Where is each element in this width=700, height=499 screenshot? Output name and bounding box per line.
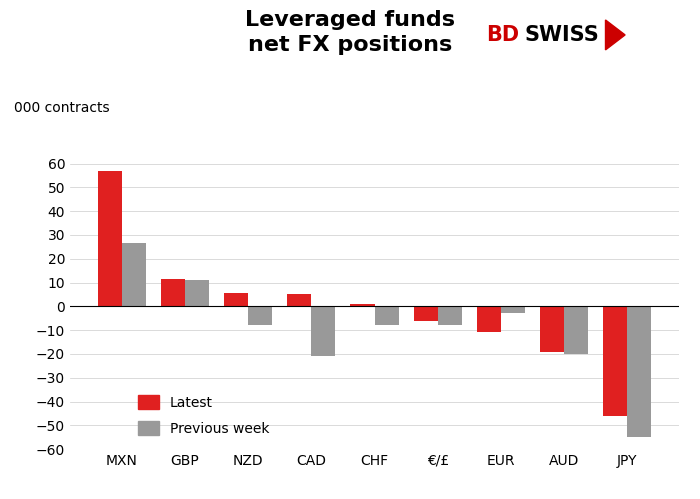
Bar	[224, 293, 248, 306]
Bar	[627, 306, 651, 437]
Bar	[287, 294, 312, 306]
Bar	[414, 306, 438, 320]
Text: SWISS: SWISS	[525, 25, 600, 45]
Bar	[312, 306, 335, 356]
Bar	[438, 306, 462, 325]
Bar	[603, 306, 627, 416]
Bar	[161, 279, 185, 306]
Text: BD: BD	[486, 25, 519, 45]
Bar	[98, 171, 122, 306]
Bar	[122, 243, 146, 306]
Bar	[501, 306, 525, 313]
Bar	[185, 280, 209, 306]
Bar	[351, 304, 374, 306]
Bar	[248, 306, 272, 325]
Bar	[477, 306, 501, 332]
Bar	[540, 306, 564, 351]
Bar	[374, 306, 398, 325]
Bar	[564, 306, 588, 354]
Text: 000 contracts: 000 contracts	[14, 101, 110, 115]
Legend: Latest, Previous week: Latest, Previous week	[138, 395, 270, 436]
Text: Leveraged funds
net FX positions: Leveraged funds net FX positions	[245, 10, 455, 55]
